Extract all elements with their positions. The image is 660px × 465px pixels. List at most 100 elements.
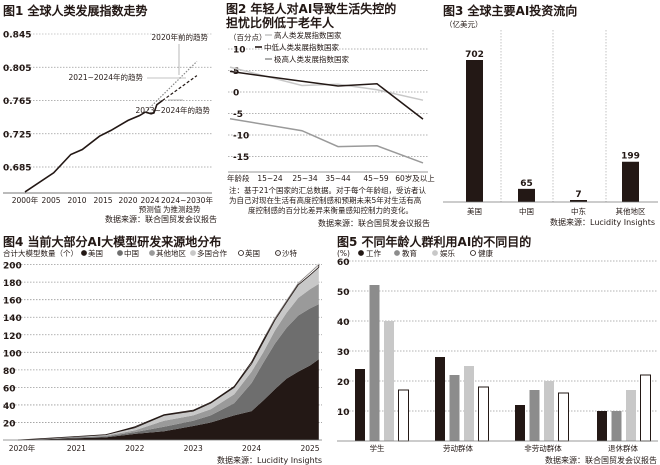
fig4-legend-marker xyxy=(238,250,244,256)
fig1-xtick-label: 2015 xyxy=(93,196,112,205)
fig1-ytick-label: 0.685 xyxy=(3,164,31,174)
fig1-ytick-label: 0.765 xyxy=(3,97,31,107)
fig5-bar-2-1 xyxy=(529,390,540,441)
fig3-bar-2 xyxy=(570,200,587,202)
fig1-xtick-label: 2000年 xyxy=(12,195,39,205)
fig5-legend-marker xyxy=(470,250,476,256)
fig5-bar-1-3 xyxy=(478,386,489,442)
fig5-bar-0-1 xyxy=(369,285,380,441)
fig4-legend-marker xyxy=(117,250,123,256)
fig2-legend-label: 极高人类发展指数国家 xyxy=(274,54,349,64)
fig4-ytick-label: 20 xyxy=(3,419,16,429)
fig4-area-2 xyxy=(18,283,319,440)
fig5-bar-3-3 xyxy=(640,374,651,442)
fig2-note-line: 度控制感的百分比差异来衡量感知控制力的变化。 xyxy=(248,205,413,215)
fig4-y-unit: 合计大模型数量（个） xyxy=(3,248,78,258)
fig5-category-label: 非劳动群体 xyxy=(524,443,562,453)
fig4-xtick-label: 2020年 xyxy=(9,443,36,453)
fig2-note-line: 注：基于21个国家的汇总数据。对于每个年龄组，受访者认 xyxy=(229,185,427,195)
fig1-xtick-label: 2020 xyxy=(118,196,137,205)
fig2-note-line: 为自己对现在生活有高度控制感和预期未来5年对生活有高 xyxy=(229,195,422,205)
fig4-xtick-label: 2025 xyxy=(300,444,319,453)
fig4-legend-label: 中国 xyxy=(124,248,139,258)
fig5-title: 图5 不同年龄人群利用AI的不同目的 xyxy=(337,234,531,249)
fig4-xtick-label: 2022 xyxy=(125,444,144,453)
fig5-bar-3-1 xyxy=(611,411,622,441)
fig5-category-label: 学生 xyxy=(370,443,385,453)
fig2-series-line-1 xyxy=(229,70,424,120)
fig4-legend-marker xyxy=(149,250,155,256)
fig5-bar-1-0 xyxy=(435,357,445,441)
fig5-bar-0-3 xyxy=(398,389,409,442)
fig4-legend-marker xyxy=(81,250,87,256)
fig4-legend-label: 沙特 xyxy=(282,248,297,258)
fig5-source: 数据来源：联合国贸发会议报告 xyxy=(545,455,657,465)
fig5-ytick-label: 20 xyxy=(337,378,350,388)
fig5-bar-1-2 xyxy=(464,366,474,441)
fig5-y-unit: (%) xyxy=(337,249,350,258)
fig1-xtick-sublabel: 为推测趋势 xyxy=(163,204,201,214)
fig5-bar-0-2 xyxy=(384,321,394,441)
fig3-data-label: 199 xyxy=(621,152,640,162)
fig5-ytick-label: 30 xyxy=(337,348,350,358)
fig4-ytick-label: 100 xyxy=(3,349,22,359)
fig4-area-4 xyxy=(17,263,320,441)
fig1-title: 图1 全球人类发展指数走势 xyxy=(3,3,148,18)
fig3-bar-0 xyxy=(466,60,483,202)
fig1-annotation-2021-2024: 2021~2024年的趋势 xyxy=(69,72,144,82)
fig4-xtick-label: 2024 xyxy=(242,444,261,453)
fig5-legend-marker xyxy=(358,250,364,256)
fig4-legend-label: 英国 xyxy=(245,248,260,258)
fig5-bar-3-0 xyxy=(597,411,607,441)
fig5-category-label: 退休群体 xyxy=(608,443,638,453)
fig5-bar-3-2 xyxy=(626,390,636,441)
fig2-ytick-label: 10 xyxy=(233,46,246,56)
fig4-area-1 xyxy=(18,304,319,440)
fig4-legend-label: 美国 xyxy=(88,248,103,258)
fig4-xtick-label: 2021 xyxy=(67,444,86,453)
fig4-ytick-label: 200 xyxy=(3,262,22,272)
fig1-ytick-label: 0.725 xyxy=(3,130,31,140)
fig4-ytick-label: 40 xyxy=(3,402,16,412)
fig2-legend-label: 高人类发展指数国家 xyxy=(274,30,342,40)
fig3-source: 数据来源：Lucidity Insights xyxy=(550,217,655,227)
fig2-ytick-label: -15 xyxy=(233,153,249,163)
fig1-xtick-label: 2024~2030年 xyxy=(161,195,213,205)
fig3-bar-3 xyxy=(622,161,639,202)
fig4-title: 图4 当前大部分AI大模型研发来源地分布 xyxy=(3,234,221,249)
fig5-legend-marker xyxy=(394,250,400,256)
fig2-series-line-2 xyxy=(229,117,424,164)
fig2-xtick-label: 25~34 xyxy=(292,174,318,183)
fig5-ytick-label: 60 xyxy=(337,258,350,268)
fig2-x-prefix: 年龄段 xyxy=(227,173,250,183)
fig3-category-label: 美国 xyxy=(467,206,482,216)
fig2-y-unit: （百分点） xyxy=(229,33,267,42)
fig3-data-label: 7 xyxy=(575,190,581,200)
fig5-legend-label: 娱乐 xyxy=(440,248,455,258)
fig5-legend-label: 教育 xyxy=(402,248,417,258)
fig2-title-line2: 担忧比例低于老年人 xyxy=(226,15,335,30)
fig3-category-label: 其他地区 xyxy=(616,206,646,216)
fig5-ytick-label: 10 xyxy=(337,408,350,418)
fig1-xtick-label: 2010 xyxy=(67,196,86,205)
fig2-title-line1: 图2 年轻人对AI导致生活失控的 xyxy=(226,1,396,16)
fig3-bar-1 xyxy=(518,188,535,202)
fig5-bar-2-2 xyxy=(544,381,554,441)
fig1-trend-label-2023-2024: 2023~2024年的趋势 xyxy=(136,105,211,115)
fig5-legend-label: 健康 xyxy=(478,248,493,258)
fig1-trend-line-0 xyxy=(144,60,198,113)
fig5-legend-marker xyxy=(432,250,438,256)
fig1-xtick-label: 2005 xyxy=(41,196,60,205)
fig5-ytick-label: 50 xyxy=(337,288,350,298)
fig3-category-label: 中国 xyxy=(519,206,534,216)
fig2-xtick-label: 35~44 xyxy=(325,174,351,183)
fig5-bar-2-0 xyxy=(515,405,525,441)
fig4-legend-label: 多国合作 xyxy=(197,248,227,258)
fig4-ytick-label: 140 xyxy=(3,314,22,324)
fig4-ytick-label: 80 xyxy=(3,367,16,377)
fig4-legend-marker xyxy=(190,250,196,256)
fig3-category-label: 中东 xyxy=(571,206,586,216)
fig2-xtick-label: 45~59 xyxy=(363,174,389,183)
fig1-ytick-label: 0.845 xyxy=(3,31,31,41)
